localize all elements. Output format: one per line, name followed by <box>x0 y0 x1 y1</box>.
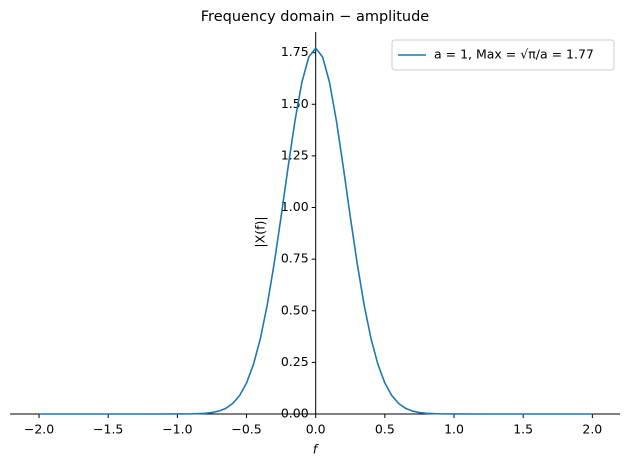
y-tick-label: 1.50 <box>281 96 309 111</box>
x-tick-label: −1.0 <box>162 422 192 437</box>
x-tick-label: 1.0 <box>444 422 464 437</box>
x-tick-label: 0.0 <box>306 422 326 437</box>
legend-box <box>391 39 615 71</box>
x-tick-label: −2.0 <box>24 422 54 437</box>
y-tick-label: 1.25 <box>281 147 309 162</box>
legend-label: a = 1, Max = √π/a = 1.77 <box>434 47 594 62</box>
y-tick-label: 0.50 <box>281 302 309 317</box>
y-tick-label: 1.75 <box>281 44 309 59</box>
y-tick-label: 1.00 <box>281 199 309 214</box>
y-tick-label: 0.75 <box>281 251 309 266</box>
data-line <box>39 47 593 415</box>
y-tick-label: 0.00 <box>281 406 309 421</box>
x-tick-label: 0.5 <box>375 422 395 437</box>
chart-title: Frequency domain − amplitude <box>201 9 430 25</box>
x-axis-label: f <box>313 442 319 457</box>
x-tick-label: −0.5 <box>231 422 261 437</box>
x-tick-label: 2.0 <box>582 422 602 437</box>
y-tick-label: 0.25 <box>281 354 309 369</box>
x-tick-label: −1.5 <box>93 422 123 437</box>
y-axis-label: |X(f)| <box>253 216 268 247</box>
x-tick-label: 1.5 <box>513 422 533 437</box>
